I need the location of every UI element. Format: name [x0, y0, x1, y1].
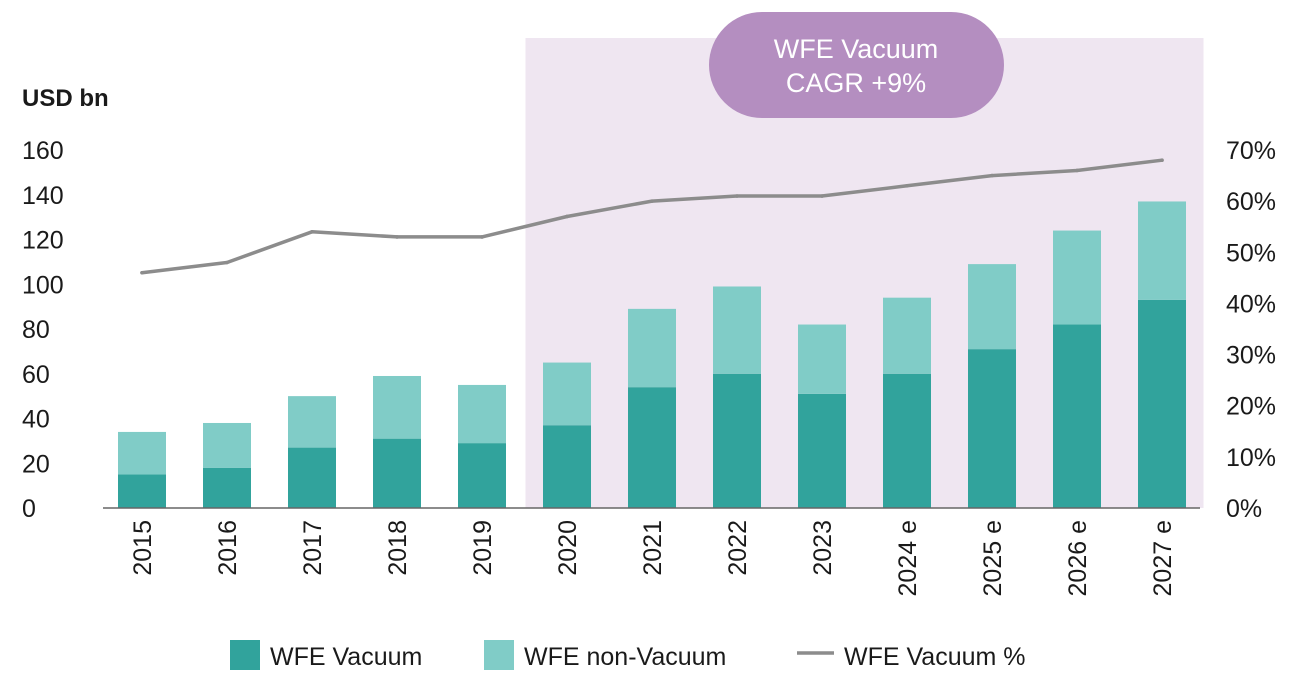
- annotation-line-2: CAGR +9%: [786, 68, 926, 98]
- line-point: [140, 270, 144, 275]
- bar-wfe-vacuum: [203, 467, 251, 508]
- annotation-badge-shape: [709, 12, 1004, 118]
- x-tick-label: 2026 e: [1064, 520, 1092, 596]
- x-axis-ticks: 2015 2016 2017 2018 2019 2020 2021 2022 2023 2024…: [129, 520, 1177, 596]
- bar-wfe-vacuum: [288, 447, 336, 508]
- line-point: [820, 194, 824, 198]
- line-series: [140, 158, 1164, 275]
- bar-wfe-non-vacuum: [713, 286, 761, 374]
- x-tick-label: 2019: [469, 520, 497, 576]
- x-tick-label: 2021: [639, 520, 667, 576]
- line-point: [1160, 158, 1164, 163]
- bar-wfe-vacuum: [118, 474, 166, 508]
- legend-swatch-wfe-non-vacuum: [484, 640, 514, 670]
- y2-tick-label: 60%: [1226, 188, 1276, 216]
- bar-wfe-vacuum: [713, 373, 761, 508]
- line-point: [1075, 168, 1079, 173]
- bars: [118, 201, 1186, 508]
- x-tick-label: 2024 e: [894, 520, 922, 596]
- line-point: [990, 173, 994, 178]
- y-tick-label: 20: [22, 450, 50, 478]
- legend-swatch-wfe-vacuum: [230, 640, 260, 670]
- x-tick-label: 2020: [554, 520, 582, 576]
- legend: WFE Vacuum WFE non-Vacuum WFE Vacuum %: [230, 640, 1026, 671]
- x-tick-label: 2017: [299, 520, 327, 576]
- bar-wfe-non-vacuum: [883, 297, 931, 374]
- bar-wfe-non-vacuum: [968, 264, 1016, 350]
- bar-wfe-non-vacuum: [458, 384, 506, 444]
- x-tick-label: 2022: [724, 520, 752, 576]
- bar-wfe-non-vacuum: [1053, 230, 1101, 325]
- y2-tick-label: 10%: [1226, 444, 1276, 472]
- bar-wfe-vacuum: [968, 349, 1016, 508]
- line-point: [735, 194, 739, 198]
- line-point: [650, 199, 654, 203]
- legend-label-wfe-non-vacuum: WFE non-Vacuum: [524, 643, 726, 671]
- y2-tick-label: 0%: [1226, 495, 1262, 523]
- x-tick-label: 2025 e: [979, 520, 1007, 596]
- y-axis-right-ticks: 0% 10% 20% 30% 40% 50% 60% 70%: [1226, 137, 1276, 523]
- annotation-line-1: WFE Vacuum: [774, 34, 939, 64]
- line-point: [225, 260, 229, 265]
- y-tick-label: 0: [22, 495, 36, 523]
- legend-label-wfe-vacuum: WFE Vacuum: [270, 643, 422, 671]
- x-tick-label: 2018: [384, 520, 412, 576]
- bar-wfe-non-vacuum: [288, 396, 336, 448]
- y-tick-label: 140: [22, 182, 64, 210]
- bar-wfe-vacuum: [373, 438, 421, 508]
- y-tick-label: 40: [22, 406, 50, 434]
- bar-wfe-non-vacuum: [203, 422, 251, 468]
- bar-wfe-non-vacuum: [798, 324, 846, 394]
- line-point: [310, 230, 314, 234]
- y-axis-unit-label: USD bn: [22, 85, 109, 112]
- bar-wfe-vacuum: [628, 387, 676, 508]
- bar-wfe-vacuum: [798, 393, 846, 508]
- y2-tick-label: 40%: [1226, 290, 1276, 318]
- line-point: [395, 235, 399, 239]
- y-tick-label: 80: [22, 316, 50, 344]
- x-tick-label: 2023: [809, 520, 837, 576]
- y-tick-label: 120: [22, 227, 64, 255]
- bar-wfe-non-vacuum: [1138, 201, 1186, 300]
- bar-wfe-vacuum: [543, 425, 591, 508]
- bar-wfe-non-vacuum: [373, 375, 421, 439]
- bar-wfe-vacuum: [1138, 299, 1186, 508]
- bar-wfe-non-vacuum: [543, 362, 591, 426]
- y-tick-label: 100: [22, 271, 64, 299]
- annotation-badge: WFE Vacuum CAGR +9%: [709, 12, 1004, 118]
- y2-tick-label: 20%: [1226, 393, 1276, 421]
- y2-tick-label: 30%: [1226, 342, 1276, 370]
- y2-tick-label: 70%: [1226, 137, 1276, 165]
- bar-wfe-non-vacuum: [118, 431, 166, 475]
- x-tick-label: 2015: [129, 520, 157, 576]
- y-tick-label: 60: [22, 361, 50, 389]
- legend-label-wfe-vacuum-pct: WFE Vacuum %: [844, 643, 1026, 671]
- x-tick-label: 2027 e: [1149, 520, 1177, 596]
- x-tick-label: 2016: [214, 520, 242, 576]
- y2-tick-label: 50%: [1226, 239, 1276, 267]
- y-tick-label: 160: [22, 137, 64, 165]
- bar-wfe-non-vacuum: [628, 308, 676, 388]
- bar-wfe-vacuum: [883, 373, 931, 508]
- bar-wfe-vacuum: [1053, 324, 1101, 508]
- line-point: [565, 214, 569, 219]
- bar-wfe-vacuum: [458, 443, 506, 508]
- line-point: [480, 235, 484, 239]
- line-point: [905, 184, 909, 188]
- y-axis-left-ticks: 0 20 40 60 80 100 120 140 160: [22, 137, 64, 523]
